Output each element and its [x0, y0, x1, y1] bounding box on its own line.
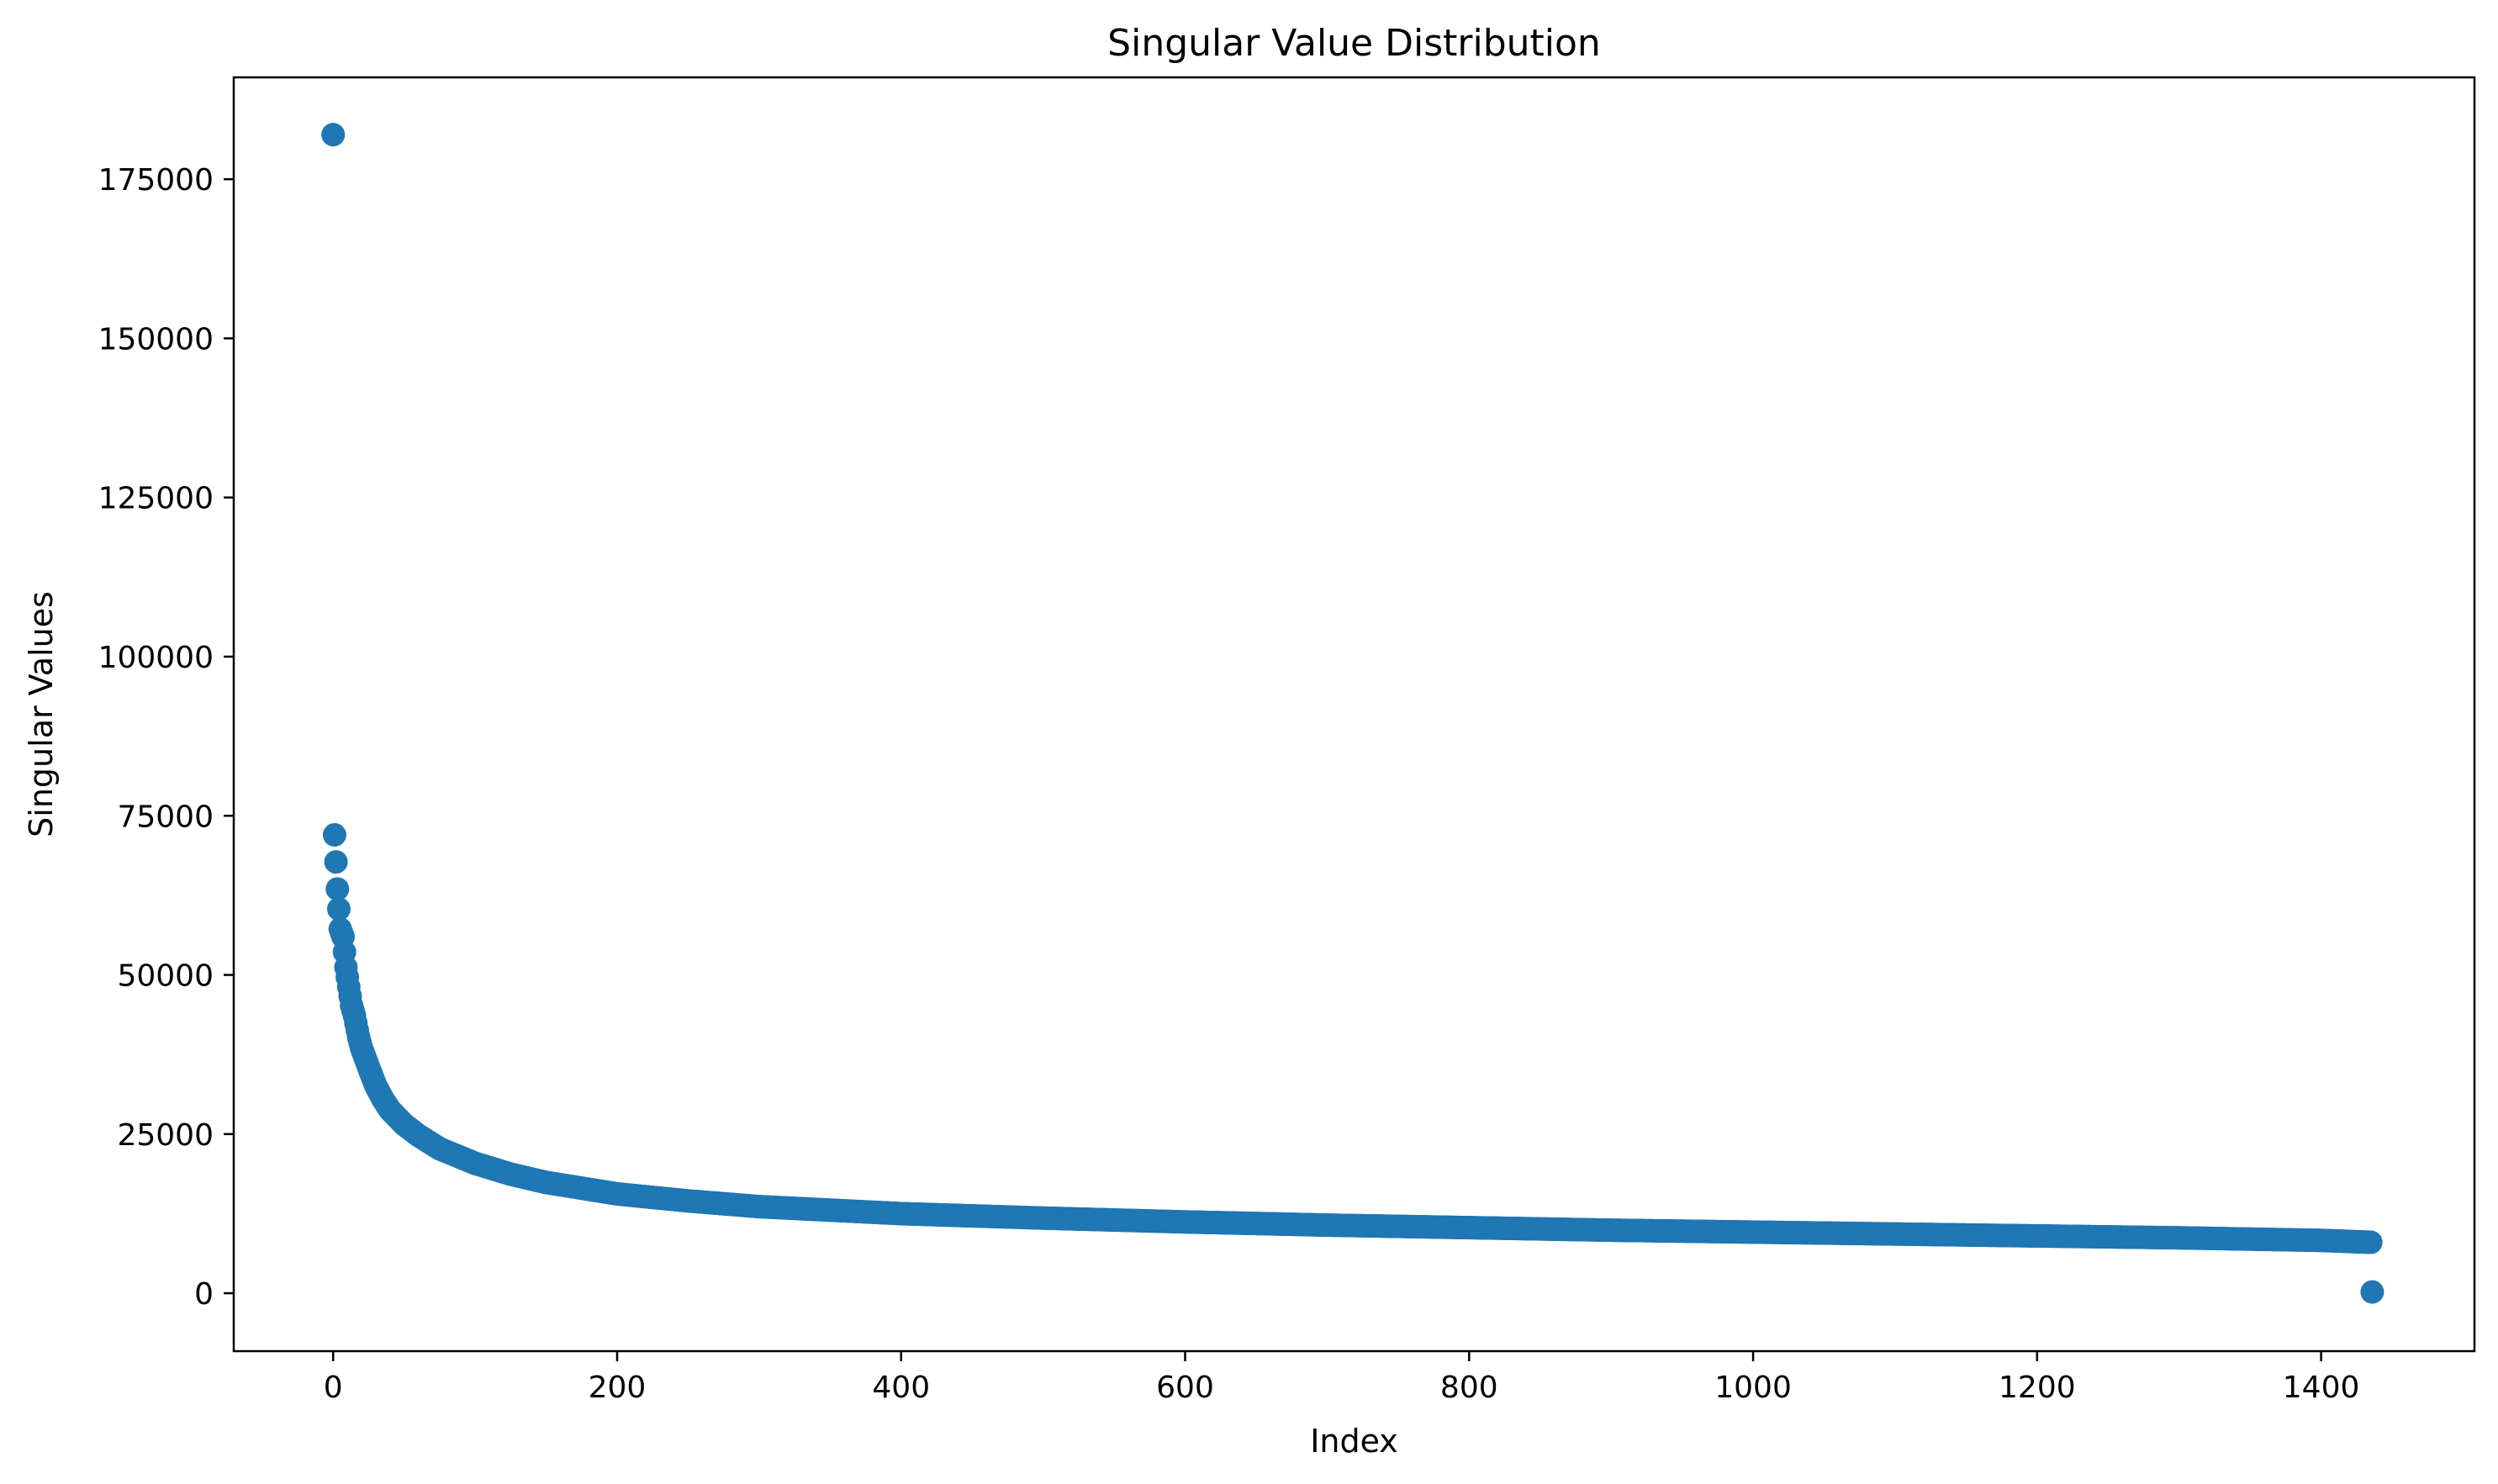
chart-title: Singular Value Distribution — [1107, 22, 1601, 65]
plot-frame — [232, 76, 2476, 1353]
data-points — [321, 123, 2384, 1304]
y-tick-label: 125000 — [98, 482, 214, 516]
x-tick-label: 400 — [872, 1370, 930, 1405]
x-axis-label: Index — [1310, 1423, 1398, 1460]
x-tick-label: 200 — [589, 1370, 647, 1405]
x-tick-label: 600 — [1156, 1370, 1214, 1405]
x-axis: 0 200 400 600 800 1000 1200 1400 — [324, 1351, 2360, 1405]
x-tick-label: 1000 — [1714, 1370, 1792, 1405]
x-tick-label: 1400 — [2283, 1370, 2360, 1405]
data-point — [321, 123, 346, 147]
data-point — [322, 822, 346, 847]
y-tick-label: 75000 — [117, 800, 214, 834]
data-point — [326, 897, 351, 922]
y-tick-label: 175000 — [98, 163, 214, 198]
data-point — [325, 877, 350, 901]
y-tick-label: 100000 — [98, 641, 214, 675]
x-tick-label: 1200 — [1999, 1370, 2076, 1405]
x-tick-label: 800 — [1440, 1370, 1498, 1405]
y-axis-label: Singular Values — [23, 591, 60, 837]
x-tick-label: 0 — [324, 1370, 343, 1405]
y-tick-label: 150000 — [98, 322, 214, 356]
y-tick-label: 50000 — [117, 959, 214, 994]
y-axis: 0 25000 50000 75000 100000 125000 150000 175000 — [98, 163, 234, 1312]
y-tick-label: 25000 — [117, 1118, 214, 1153]
y-tick-label: 0 — [194, 1277, 214, 1312]
data-point — [2360, 1280, 2384, 1304]
data-point — [324, 850, 348, 874]
data-point — [2358, 1230, 2383, 1254]
